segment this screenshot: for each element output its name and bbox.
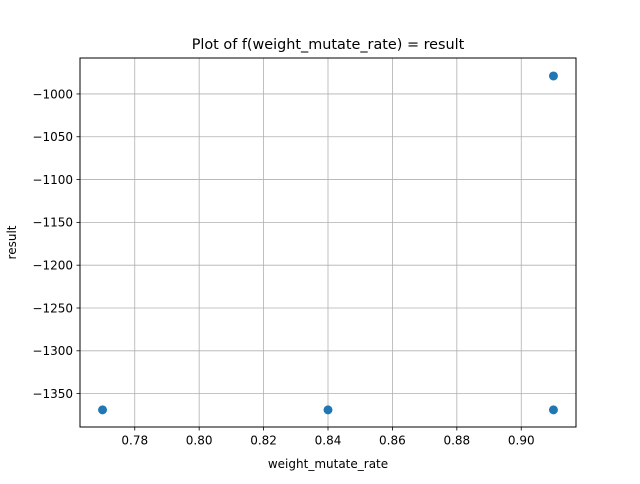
ticks: 0.78 0.80 0.82 0.84 0.86 0.88 0.90 −1000 −1050 −1… bbox=[32, 87, 534, 447]
y-tick-label: −1200 bbox=[32, 258, 73, 272]
y-tick-label: −1150 bbox=[32, 216, 73, 230]
x-tick-label: 0.86 bbox=[379, 434, 406, 448]
x-axis-label: weight_mutate_rate bbox=[268, 457, 388, 471]
x-tick-label: 0.90 bbox=[508, 434, 535, 448]
data-point bbox=[548, 71, 558, 81]
y-tick-label: −1050 bbox=[32, 130, 73, 144]
data-point bbox=[323, 405, 333, 415]
data-point bbox=[548, 405, 558, 415]
y-tick-label: −1350 bbox=[32, 387, 73, 401]
y-tick-label: −1000 bbox=[32, 87, 73, 101]
x-tick-label: 0.88 bbox=[443, 434, 470, 448]
data-points bbox=[98, 71, 558, 415]
x-tick-label: 0.82 bbox=[250, 434, 277, 448]
data-point bbox=[98, 405, 108, 415]
y-tick-label: −1250 bbox=[32, 301, 73, 315]
chart-title: Plot of f(weight_mutate_rate) = result bbox=[192, 37, 465, 53]
x-tick-label: 0.80 bbox=[186, 434, 213, 448]
y-tick-label: −1300 bbox=[32, 344, 73, 358]
grid bbox=[80, 58, 576, 427]
x-tick-label: 0.78 bbox=[121, 434, 148, 448]
x-tick-label: 0.84 bbox=[315, 434, 342, 448]
y-axis-label: result bbox=[5, 225, 19, 259]
y-tick-label: −1100 bbox=[32, 173, 73, 187]
